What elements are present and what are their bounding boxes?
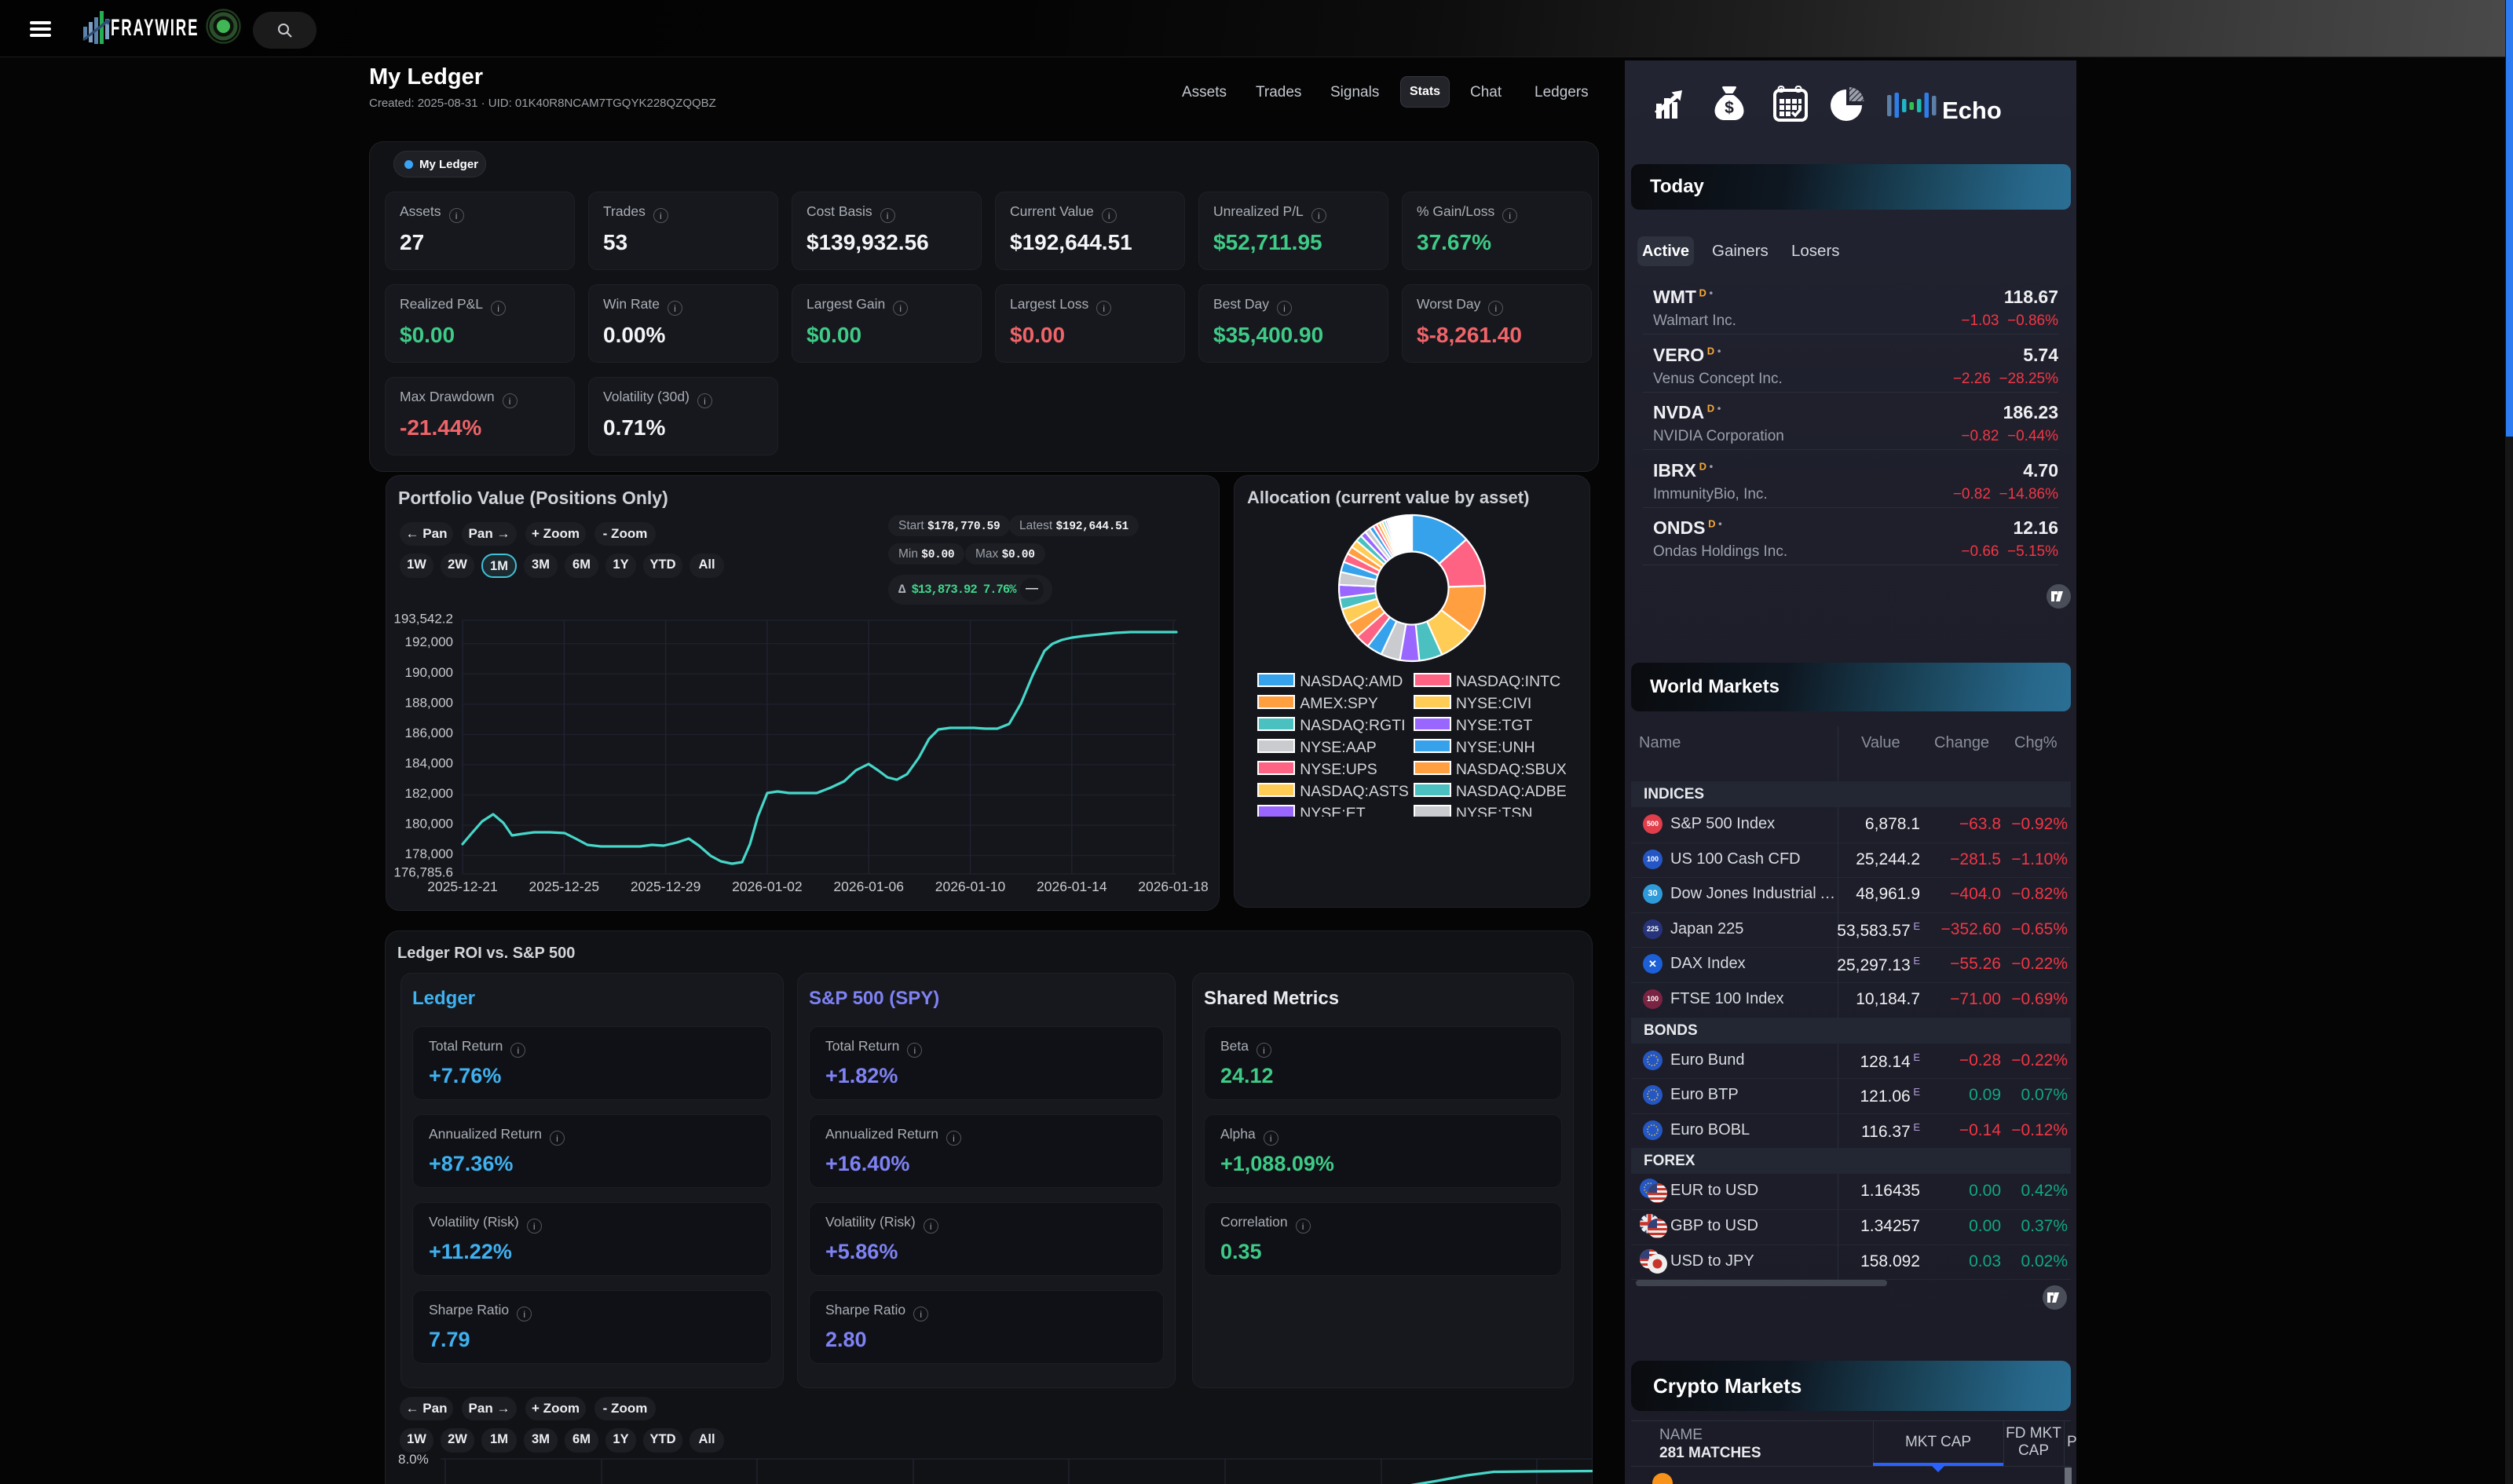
svg-text:184,000: 184,000 [405,755,453,770]
svg-text:176,785.6: 176,785.6 [393,865,453,880]
svg-text:2026-01-18: 2026-01-18 [1138,879,1209,894]
svg-text:2025-12-25: 2025-12-25 [529,879,600,894]
svg-text:182,000: 182,000 [405,786,453,801]
svg-text:2025-12-21: 2025-12-21 [427,879,498,894]
svg-text:190,000: 190,000 [405,665,453,680]
svg-text:2026-01-10: 2026-01-10 [935,879,1006,894]
svg-text:188,000: 188,000 [405,695,453,710]
svg-text:180,000: 180,000 [405,817,453,832]
svg-text:2025-12-29: 2025-12-29 [631,879,701,894]
svg-text:178,000: 178,000 [405,846,453,861]
svg-text:$: $ [1725,99,1734,117]
svg-text:2026-01-06: 2026-01-06 [833,879,904,894]
svg-text:Echo: Echo [1942,97,2002,124]
svg-text:192,000: 192,000 [405,634,453,649]
svg-text:2026-01-14: 2026-01-14 [1037,879,1107,894]
svg-text:186,000: 186,000 [405,726,453,740]
svg-text:193,542.2: 193,542.2 [393,612,453,627]
svg-text:2026-01-02: 2026-01-02 [732,879,803,894]
